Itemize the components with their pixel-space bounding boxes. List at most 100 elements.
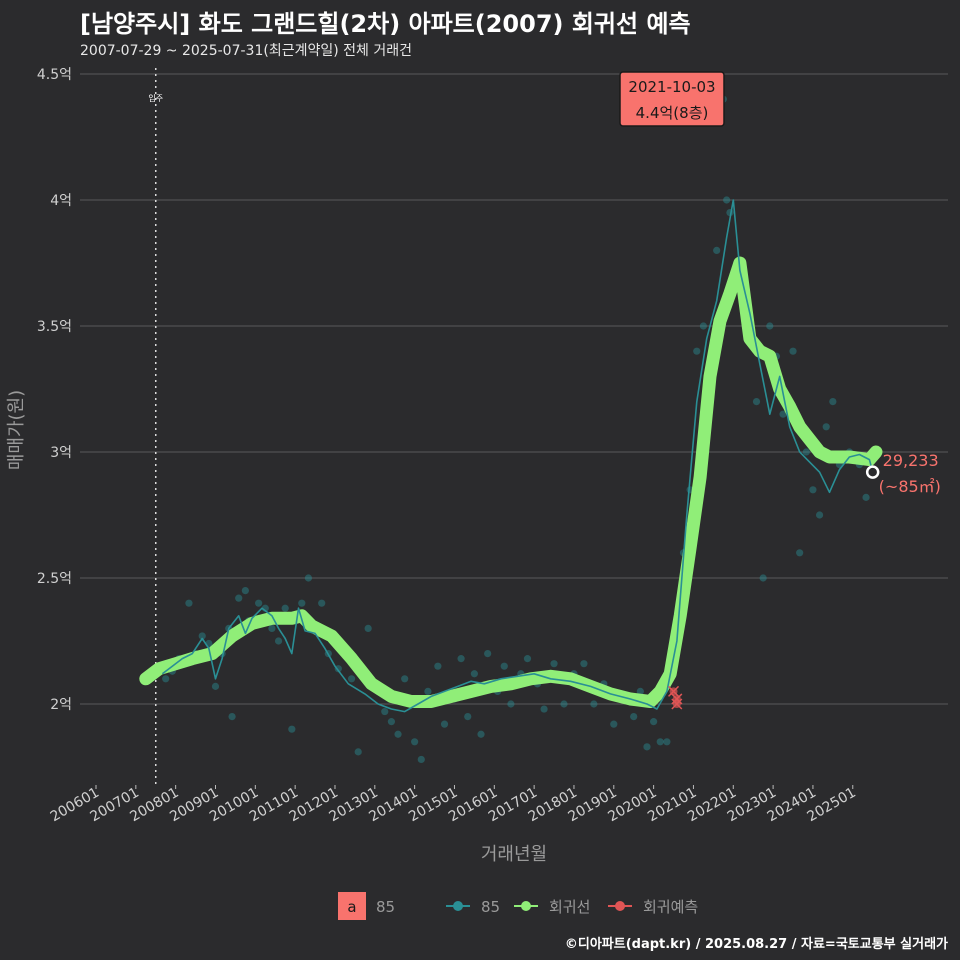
peak-annotation: 2021-10-03 4.4억(8층)	[619, 71, 725, 127]
y-axis-title: 매매가(원)	[6, 390, 27, 470]
movein-label: 입주	[148, 94, 163, 103]
transaction-point	[464, 713, 472, 721]
transaction-point	[829, 398, 837, 406]
last-price-label: 29,233	[883, 451, 939, 470]
transaction-point	[822, 423, 830, 431]
grid-layer	[80, 73, 948, 705]
transaction-point	[550, 660, 558, 668]
page-title: [남양주시] 화도 그랜드힐(2차) 아파트(2007) 회귀선 예측	[80, 10, 691, 38]
transaction-point	[560, 700, 568, 708]
legend-item-85: 85	[446, 898, 500, 916]
transaction-point	[789, 347, 797, 355]
peak-price: 4.4억(8층)	[636, 104, 709, 122]
legend-item-forecast: 회귀예측	[608, 898, 698, 916]
last-area-label: (~85㎡)	[879, 477, 941, 496]
transaction-point	[381, 707, 389, 716]
legend-icon-forecast	[615, 901, 625, 911]
transaction-point	[185, 599, 193, 607]
peak-date: 2021-10-03	[628, 78, 715, 96]
transaction-point	[796, 549, 804, 557]
transaction-point	[779, 410, 787, 418]
transaction-point	[723, 196, 731, 204]
transaction-point	[298, 599, 306, 607]
legend-box-swatch	[338, 892, 366, 920]
forecast-cross	[668, 685, 680, 697]
transaction-point	[650, 718, 658, 726]
transaction-point	[387, 718, 396, 726]
legend-label-forecast: 회귀예측	[643, 898, 698, 916]
transaction-point	[417, 755, 425, 764]
transaction-point	[281, 604, 289, 612]
transaction-points	[162, 95, 877, 764]
transaction-point	[699, 322, 708, 330]
transaction-point	[211, 682, 220, 690]
transaction-point	[759, 574, 767, 582]
transaction-point	[713, 246, 721, 254]
transaction-point	[484, 650, 492, 658]
transaction-point	[523, 655, 532, 663]
transaction-point	[457, 655, 465, 663]
page-subtitle: 2007-07-29 ~ 2025-07-31(최근계약일) 전체 거래건	[80, 43, 412, 59]
x-axis: 2006012007012008012009012010012011012012…	[48, 785, 859, 826]
y-axis: 2억 2.5억 3억 3.5억 4억 4.5억	[37, 67, 72, 713]
transaction-point	[304, 574, 313, 582]
transaction-point	[802, 448, 810, 456]
legend-label-regression: 회귀선	[549, 898, 590, 916]
transaction-point	[580, 660, 588, 668]
transaction-point	[663, 738, 671, 746]
last-price-point	[865, 465, 880, 479]
legend-item-regression: 회귀선	[514, 898, 590, 916]
transaction-point	[636, 687, 644, 696]
transaction-point	[809, 486, 817, 494]
transaction-point	[470, 670, 478, 678]
legend-box-letter: a	[347, 898, 356, 916]
source-caption: ©디아파트(dapt.kr) / 2025.08.27 / 자료=국토교통부 실…	[564, 937, 948, 952]
transaction-point	[162, 675, 170, 683]
transaction-point	[815, 511, 824, 519]
forecast-markers	[668, 685, 683, 710]
transaction-point	[862, 493, 870, 501]
transaction-point	[274, 637, 283, 645]
legend-box-label: 85	[376, 898, 395, 916]
y-tick-label: 2.5억	[37, 571, 72, 587]
legend-icon-regression	[521, 901, 531, 911]
transaction-point	[364, 624, 372, 633]
x-axis-title: 거래년월	[481, 844, 547, 865]
transaction-point	[434, 662, 442, 670]
y-tick-label: 2억	[50, 697, 72, 713]
transaction-point	[500, 662, 508, 670]
transaction-point	[354, 748, 362, 756]
transaction-point	[752, 398, 761, 406]
transaction-point	[347, 675, 356, 683]
forecast-cross	[671, 698, 683, 710]
legend-label-85: 85	[481, 898, 500, 916]
transaction-point	[693, 347, 701, 355]
transaction-point	[630, 713, 638, 721]
legend-icon-85	[453, 901, 463, 911]
transaction-point	[540, 705, 548, 713]
y-tick-label: 4.5억	[37, 67, 72, 83]
transaction-point	[401, 675, 409, 683]
transaction-point	[656, 738, 664, 746]
transaction-point	[766, 322, 774, 330]
transaction-point	[228, 713, 236, 721]
transaction-point	[318, 599, 326, 607]
transaction-point	[268, 624, 276, 633]
transaction-point	[241, 587, 249, 595]
transaction-point	[235, 594, 243, 602]
transaction-point	[477, 730, 485, 738]
transaction-point	[288, 725, 296, 733]
transaction-point	[411, 738, 419, 746]
transaction-point	[394, 730, 402, 738]
transaction-point	[590, 700, 598, 708]
transaction-point	[610, 720, 618, 728]
transaction-point	[198, 632, 206, 640]
transaction-point	[507, 700, 515, 708]
y-tick-label: 3억	[50, 445, 72, 461]
series-85-line	[161, 199, 874, 713]
y-tick-label: 4억	[50, 193, 72, 209]
y-tick-label: 3.5억	[37, 319, 72, 335]
legend: a 85 85 회귀선 회귀예측	[338, 892, 698, 920]
